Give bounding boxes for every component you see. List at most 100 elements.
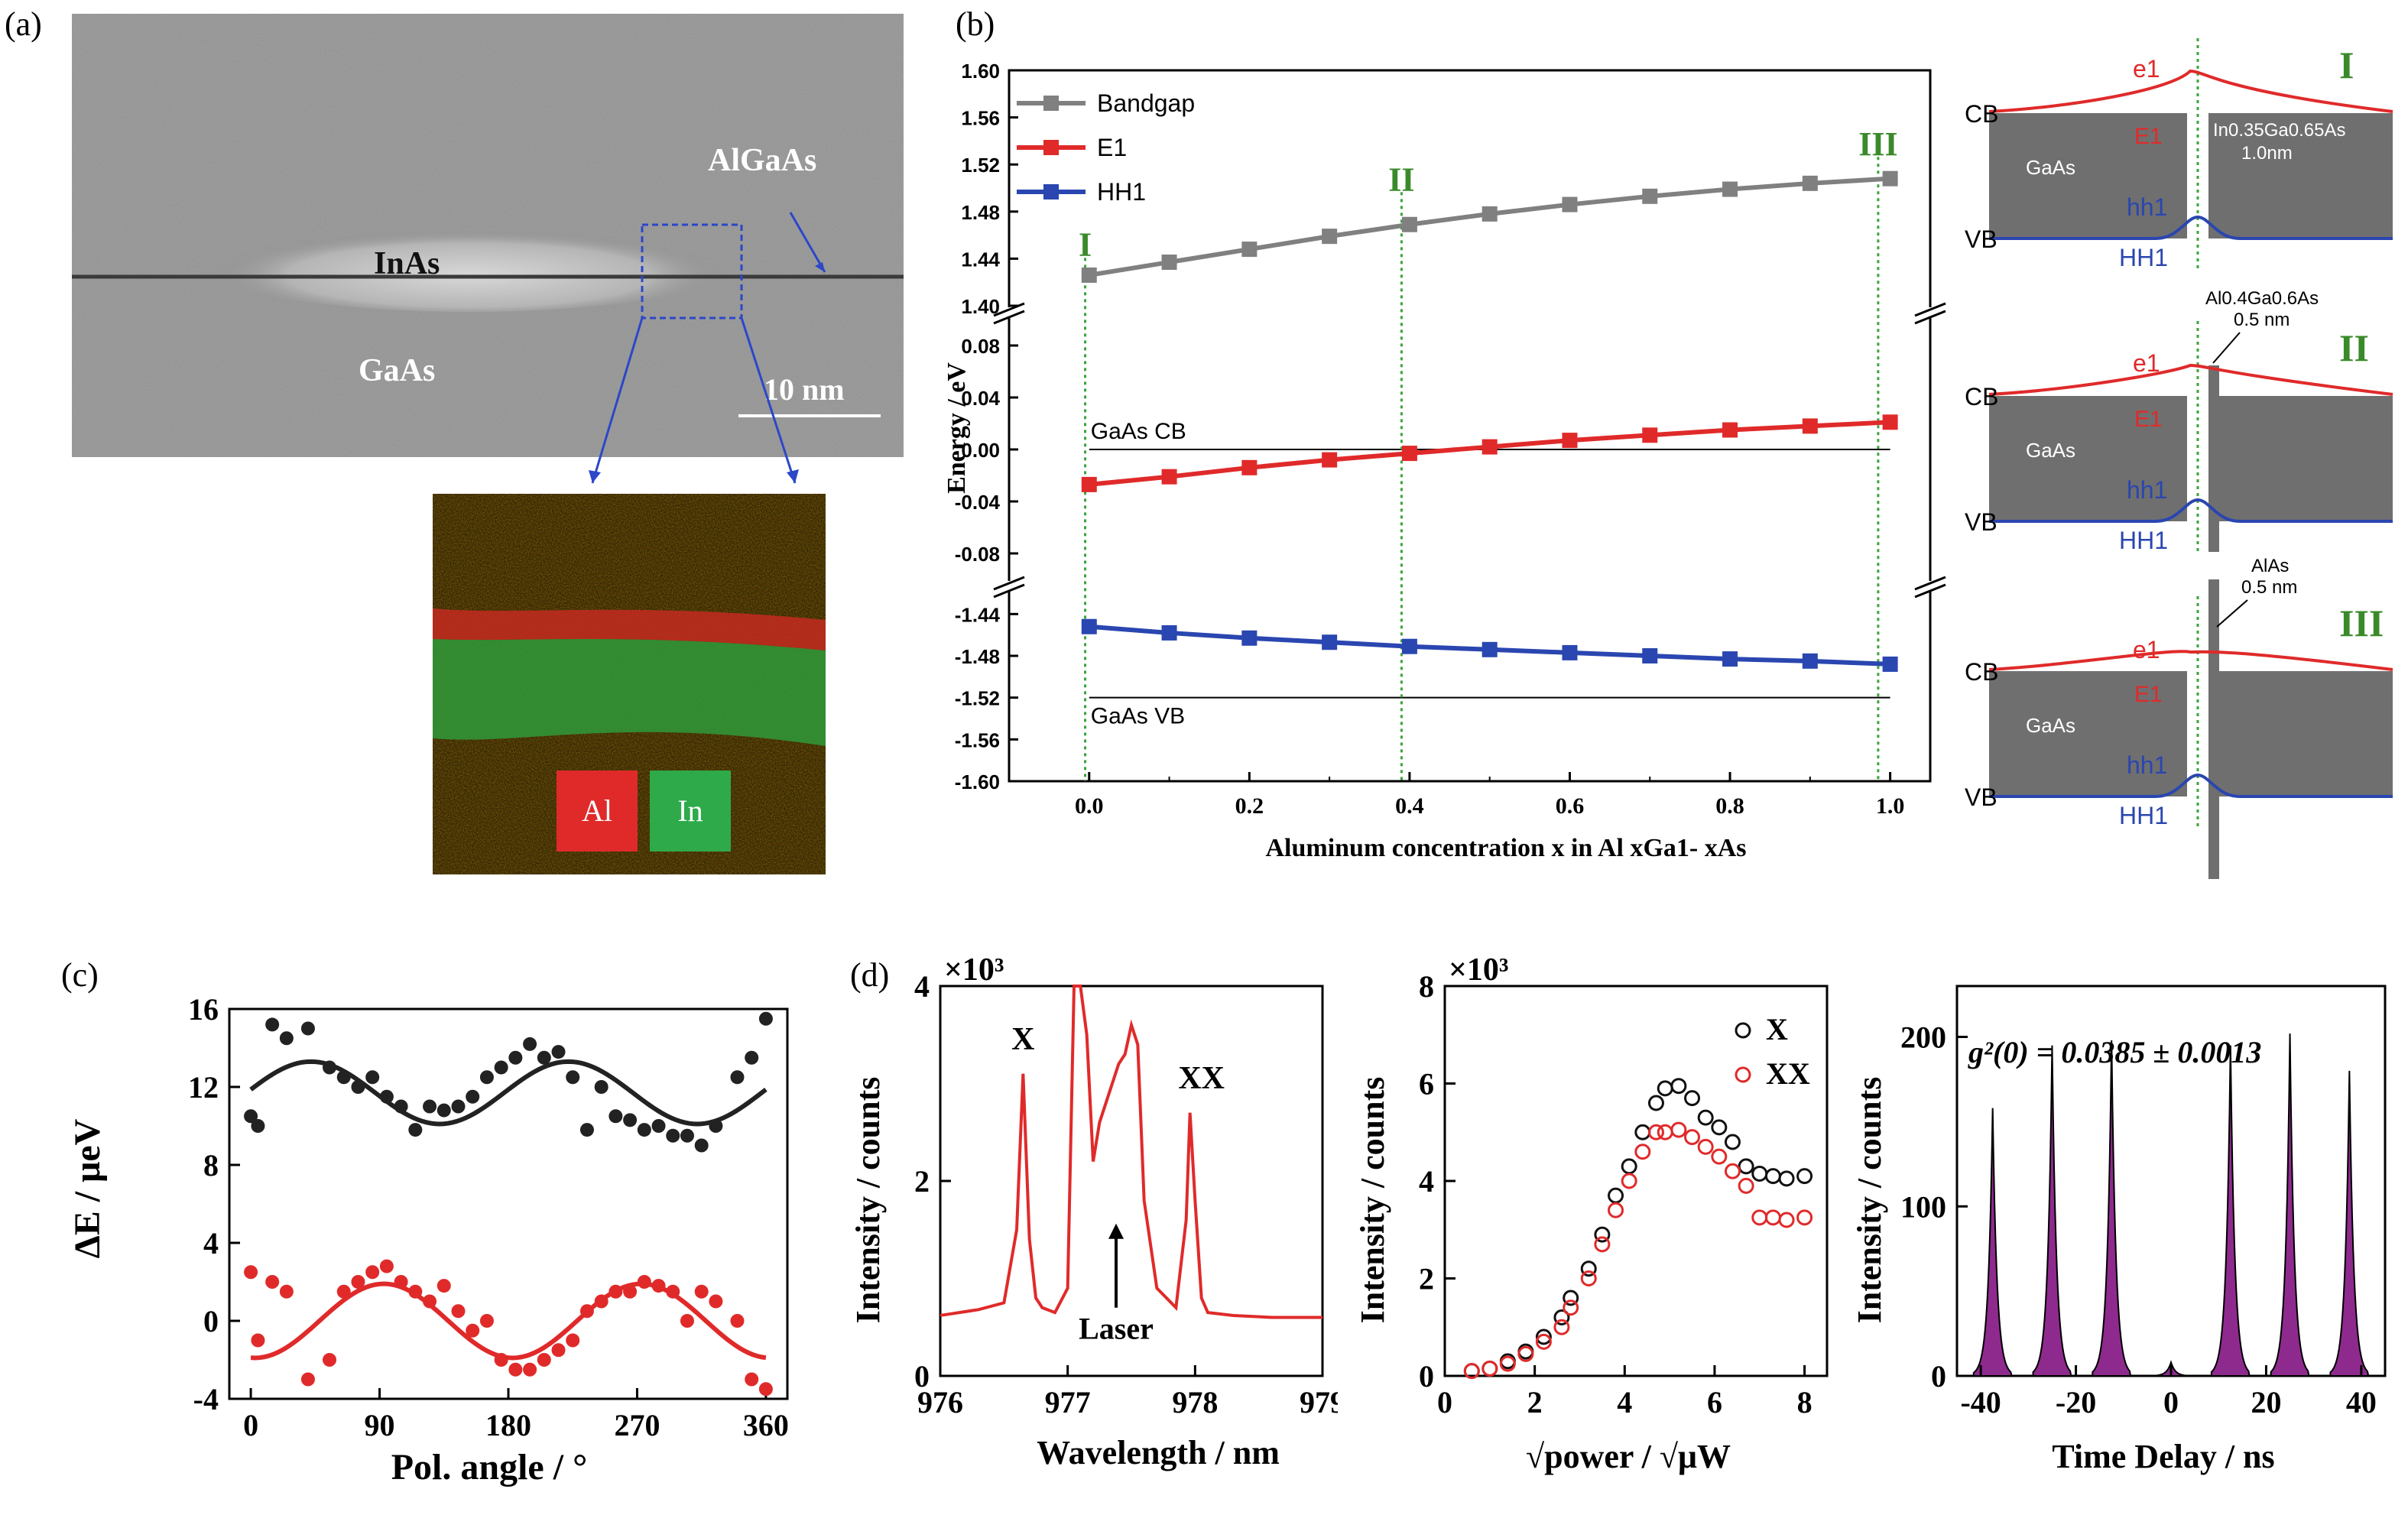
- c-data-point: [694, 1138, 709, 1153]
- c-data-point: [623, 1113, 638, 1127]
- d3-ylabel: Intensity / counts: [1851, 1077, 1888, 1324]
- d3-peak: [2329, 1070, 2370, 1377]
- c-xtick-label: 180: [485, 1408, 531, 1442]
- d2-data-point: [1697, 1109, 1714, 1126]
- d2-data-point: [1751, 1165, 1768, 1182]
- d1-spectrum-line: [940, 985, 1322, 1319]
- b-series-point: [1161, 469, 1177, 485]
- b-series-point: [1562, 433, 1578, 449]
- d3-annotation: g²(0) = 0.0385 ± 0.0013: [1968, 1035, 2261, 1069]
- b-legend-label: Bandgap: [1097, 89, 1195, 117]
- d2-data-point: [1724, 1134, 1741, 1150]
- b-series-point: [1642, 648, 1658, 663]
- b-series-point: [1401, 446, 1417, 462]
- b-series-point: [1081, 618, 1097, 634]
- d3-xtick-label: -40: [1960, 1385, 2001, 1419]
- b-ytick-label: -0.04: [955, 491, 1001, 514]
- b-series-point: [1241, 459, 1258, 475]
- d2-data-point: [1647, 1095, 1664, 1111]
- d3-ytick-label: 100: [1900, 1189, 1946, 1224]
- c-data-point: [709, 1294, 723, 1309]
- c-data-point: [523, 1036, 537, 1051]
- c-data-point: [608, 1284, 623, 1299]
- diagram-hh1-wave: [1989, 773, 2393, 798]
- d2-data-point: [1463, 1363, 1480, 1380]
- d2-xtick-label: 2: [1527, 1385, 1543, 1419]
- legend-in-box: [650, 770, 731, 852]
- diagram-cb-label: CB: [1965, 383, 1998, 410]
- c-data-point: [323, 1353, 337, 1367]
- d1-xtick-label: 977: [1045, 1385, 1091, 1419]
- b-break-mark: [1914, 583, 1946, 599]
- c-data-point: [494, 1060, 508, 1075]
- d2-data-point: [1553, 1319, 1570, 1335]
- c-data-point: [394, 1275, 408, 1289]
- diagram-barrier: [2208, 365, 2219, 552]
- b-ytick-label: -1.56: [955, 728, 1000, 751]
- c-data-point: [758, 1382, 773, 1397]
- d3-xtick-label: 20: [2251, 1385, 2281, 1419]
- diagram-hh1-label: hh1: [2127, 476, 2167, 504]
- b-ytick-label: 1.60: [961, 60, 1000, 83]
- b-ytick-label: -1.60: [955, 770, 1000, 793]
- d2-data-point: [1563, 1299, 1579, 1316]
- c-data-point: [579, 1123, 594, 1137]
- b-break-mark: [993, 583, 1025, 599]
- b-series-point: [1481, 206, 1498, 222]
- b-xtick-label: 0.4: [1395, 793, 1424, 819]
- diagram-cb-label: CB: [1965, 100, 1998, 128]
- c-ytick-label: 8: [203, 1148, 219, 1182]
- b-series-point: [1322, 634, 1338, 650]
- c-data-point: [551, 1343, 566, 1358]
- c-data-point: [680, 1128, 694, 1143]
- energy-chart-series: [1081, 170, 1898, 672]
- diagram-vb-label: VB: [1965, 783, 1997, 811]
- d2-data-point: [1553, 1309, 1570, 1325]
- b-series-point: [1481, 439, 1498, 455]
- panel-d-letter: (d): [850, 956, 890, 994]
- panel-b-letter: (b): [956, 5, 995, 43]
- b-ref-vb-label: GaAs VB: [1091, 704, 1185, 729]
- d3-xlabel: Time Delay / ns: [2052, 1438, 2274, 1475]
- diagram-alas-arrow: [2216, 599, 2248, 628]
- b-series-point: [1882, 170, 1898, 187]
- label-inas: InAs: [374, 246, 440, 281]
- c-data-point: [651, 1119, 666, 1133]
- legend-in-label: In: [677, 793, 703, 828]
- b-series-line: [1089, 176, 1890, 277]
- d1-xtick-label: 976: [917, 1385, 963, 1419]
- c-fit-curve: [249, 1059, 768, 1127]
- b-series-point: [1081, 267, 1097, 283]
- diagram-inga-label: In0.35Ga0.65As: [2213, 120, 2345, 141]
- c-data-point: [466, 1323, 480, 1338]
- d2-data-point: [1535, 1333, 1552, 1350]
- b-ytick-label: -1.44: [955, 603, 1001, 626]
- diagram-gaas-label: GaAs: [2026, 439, 2075, 462]
- diagram-vb-label: VB: [1965, 508, 1997, 536]
- diagram-HH1-label: HH1: [2119, 802, 2168, 829]
- b-series-point: [1322, 229, 1338, 245]
- c-data-point: [651, 1279, 666, 1293]
- b-axes-box: [1008, 69, 1932, 783]
- b-legend-label: HH1: [1097, 178, 1146, 206]
- b-break-gap: [1913, 307, 1947, 318]
- d2-data-point: [1796, 1209, 1813, 1226]
- b-ytick-label: 1.48: [961, 201, 1000, 224]
- diagram-gaas-label: GaAs: [2026, 714, 2075, 737]
- legend-al-label: Al: [582, 793, 612, 828]
- c-data-point: [623, 1284, 638, 1299]
- diagram-e1-label: e1: [2133, 55, 2160, 83]
- c-data-point: [466, 1089, 480, 1104]
- diagram-inga-thick: 1.0nm: [2241, 143, 2293, 164]
- energy-chart-frame: [992, 69, 1947, 783]
- c-data-point: [508, 1050, 523, 1065]
- diagram-alga-thick: 0.5 nm: [2234, 310, 2290, 330]
- d1-xtick-label: 979: [1300, 1385, 1338, 1419]
- d1-label-x: X: [1011, 1022, 1034, 1057]
- d2-data-point: [1563, 1290, 1579, 1306]
- d2-data-point: [1647, 1124, 1664, 1140]
- c-data-point: [666, 1128, 680, 1143]
- d2-ylabel: Intensity / counts: [1354, 1077, 1391, 1324]
